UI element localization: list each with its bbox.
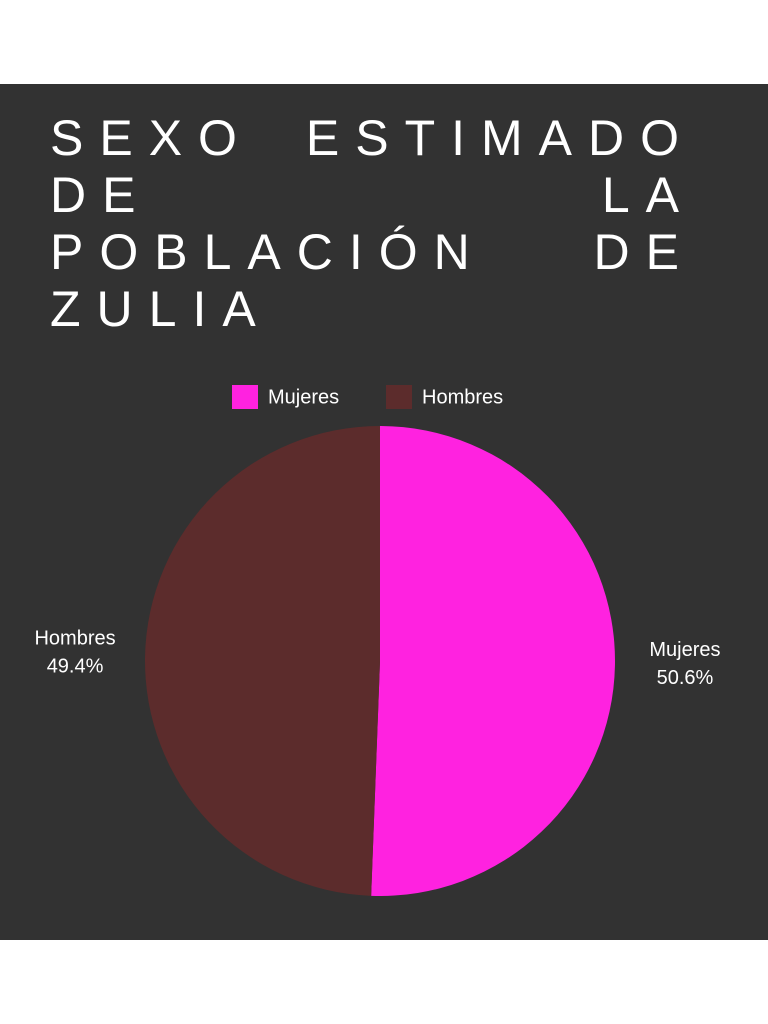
legend-swatch — [386, 385, 412, 409]
chart: Mujeres Hombres Mujeres 50.6% Hombres 49.4% — [34, 385, 721, 897]
data-label-value: 49.4% — [47, 656, 104, 678]
legend-label: Hombres — [422, 386, 503, 408]
data-label-value: 50.6% — [657, 667, 714, 689]
legend-swatch — [232, 385, 258, 409]
chart-panel: SEXO ESTIMADO DE LA POBLACIÓN DE ZULIA M… — [0, 84, 768, 940]
data-label-name: Mujeres — [649, 639, 720, 661]
data-label-name: Hombres — [34, 628, 115, 650]
chart-title: SEXO ESTIMADO DE LA POBLACIÓN DE ZULIA — [50, 110, 695, 337]
pie-slice — [145, 426, 380, 896]
legend-label: Mujeres — [268, 386, 339, 408]
pie-slice — [371, 426, 616, 897]
